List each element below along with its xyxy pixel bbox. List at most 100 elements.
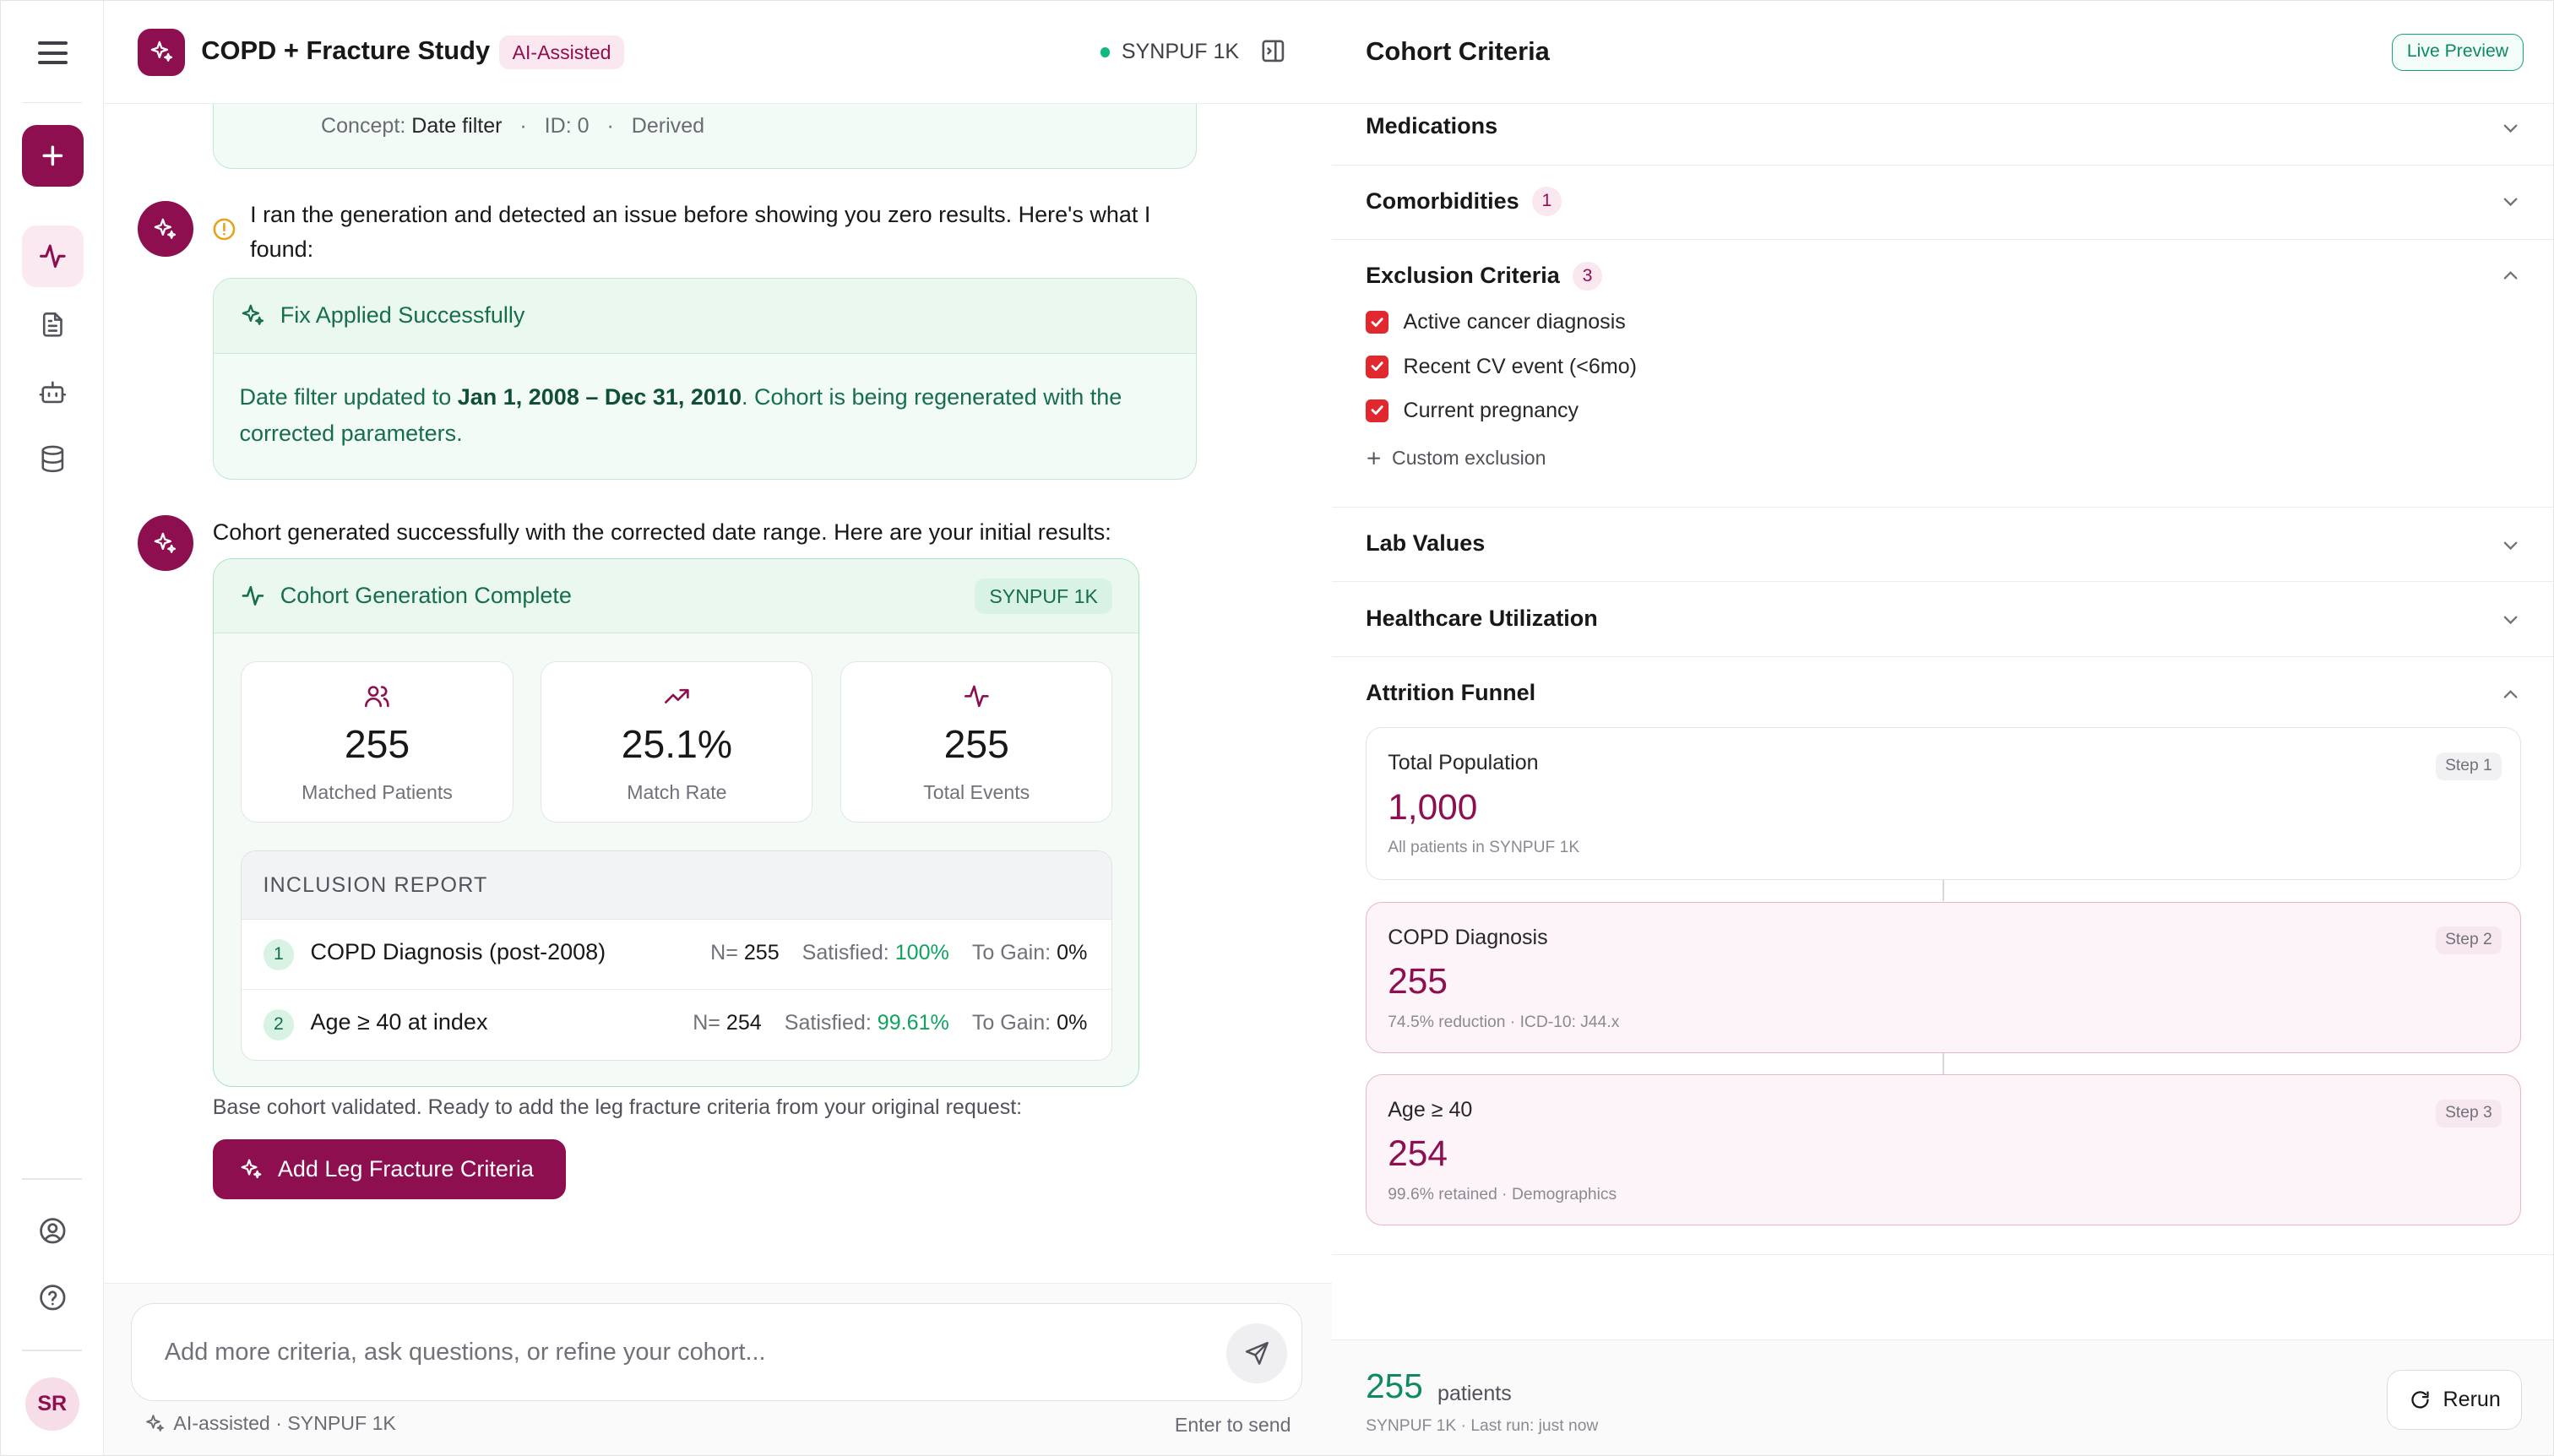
composer-box	[131, 1302, 1302, 1401]
rail-divider	[22, 101, 83, 104]
assistant-avatar	[138, 515, 193, 571]
previous-concept-card: Concept: Date filter · ID: 0 · Derived	[212, 103, 1197, 169]
send-icon	[1245, 1342, 1269, 1366]
dataset-indicator[interactable]: SYNPUF 1K	[1100, 40, 1239, 64]
trending-up-icon	[662, 682, 692, 711]
status-dot	[1100, 47, 1111, 57]
sparkle-icon	[145, 1415, 164, 1432]
last-run-text: SYNPUF 1K · Last run: just now	[1366, 1416, 1599, 1435]
funnel-step[interactable]: Age ≥ 40 254 99.6% retained · Demographi…	[1366, 1073, 2521, 1226]
rerun-label: Rerun	[2443, 1388, 2501, 1412]
section-comorbidities[interactable]: Comorbidities 1	[1331, 166, 2554, 241]
funnel-step[interactable]: COPD Diagnosis 255 74.5% reduction · ICD…	[1366, 901, 2521, 1053]
section-lab-values[interactable]: Lab Values	[1331, 508, 2554, 583]
criterion-name: Age ≥ 40 at index	[310, 1008, 488, 1035]
inclusion-row[interactable]: 1 COPD Diagnosis (post-2008) N= 255 Satis…	[242, 920, 1112, 990]
chevron-down-icon[interactable]	[2501, 192, 2520, 211]
row-number: 1	[263, 938, 295, 970]
chat-input[interactable]	[164, 1333, 1208, 1372]
fix-card-title: Fix Applied Successfully	[280, 302, 525, 329]
composer: AI-assisted · SYNPUF 1K Enter to send	[103, 1282, 1332, 1456]
section-exclusion-criteria: Exclusion Criteria 3 Active cancer diagno…	[1331, 241, 2554, 508]
chevron-down-icon[interactable]	[2501, 118, 2520, 138]
step-label: Age ≥ 40	[1388, 1097, 1473, 1122]
assistant-message: I ran the generation and detected an iss…	[250, 202, 1151, 262]
fix-applied-card: Fix Applied Successfully Date filter upd…	[212, 277, 1197, 480]
rail-item-database[interactable]	[22, 427, 84, 489]
chevron-down-icon[interactable]	[2501, 535, 2520, 555]
exclusion-checkbox[interactable]: Recent CV event (<6mo)	[1366, 355, 1637, 379]
add-leg-fracture-button[interactable]: Add Leg Fracture Criteria	[212, 1139, 567, 1200]
refresh-icon	[2411, 1391, 2429, 1409]
section-title: Medications	[1366, 113, 1498, 139]
new-study-button[interactable]	[22, 124, 84, 187]
stat-caption: Match Rate	[627, 780, 727, 803]
exclusion-checkbox[interactable]: Current pregnancy	[1366, 399, 1579, 423]
rail-item-documents[interactable]	[22, 294, 84, 356]
stat-match-rate: 25.1% Match Rate	[541, 661, 813, 823]
inclusion-row[interactable]: 2 Age ≥ 40 at index N= 254 Satisfied: 99.…	[242, 990, 1111, 1060]
step-badge: Step 2	[2435, 926, 2502, 955]
section-title: Lab Values	[1366, 530, 1486, 556]
avatar[interactable]: SR	[24, 1377, 79, 1432]
rail-item-activity[interactable]	[22, 225, 84, 288]
users-icon	[362, 682, 392, 711]
concept-meta: Concept: Date filter · ID: 0 · Derived	[320, 114, 705, 139]
gen-card-header: Cohort Generation Complete SYNPUF 1K	[213, 558, 1139, 634]
sparkle-logo-icon	[138, 28, 185, 76]
step-badge: Step 1	[2435, 752, 2502, 780]
toggle-panel-icon[interactable]	[1258, 36, 1288, 66]
fix-card-body: Date filter updated to Jan 1, 2008 – Dec…	[239, 384, 1122, 446]
criteria-footer: 255 patients SYNPUF 1K · Last run: just …	[1331, 1339, 2554, 1456]
exclusion-checkbox[interactable]: Active cancer diagnosis	[1366, 310, 1626, 334]
send-button[interactable]	[1226, 1323, 1287, 1384]
page-title: COPD + Fracture Study	[201, 35, 491, 65]
step-badge: Step 3	[2435, 1099, 2502, 1127]
inclusion-report-header: INCLUSION REPORT	[242, 850, 1112, 920]
step-value: 255	[1388, 960, 1448, 1001]
rerun-button[interactable]: Rerun	[2387, 1370, 2523, 1431]
ai-assisted-badge: AI-Assisted	[499, 35, 624, 69]
section-medications[interactable]: Medications	[1331, 104, 2554, 166]
menu-icon[interactable]	[35, 36, 71, 69]
dataset-label: SYNPUF 1K	[1121, 40, 1240, 64]
document-icon	[43, 312, 63, 338]
section-title[interactable]: Exclusion Criteria 3	[1366, 261, 1602, 291]
stat-caption: Total Events	[923, 780, 1030, 803]
section-healthcare-utilization[interactable]: Healthcare Utilization	[1331, 583, 2554, 658]
validated-text: Base cohort validated. Ready to add the …	[212, 1095, 1023, 1120]
criteria-panel: Cohort Criteria Live Preview Medications…	[1331, 1, 2554, 1456]
rail-item-help[interactable]	[22, 1267, 84, 1328]
step-subtext: 74.5% reduction · ICD-10: J44.x	[1388, 1013, 1620, 1031]
stat-caption: Matched Patients	[302, 780, 453, 803]
activity-icon	[40, 245, 66, 269]
funnel-connector	[1942, 880, 1944, 902]
rail-item-assistant[interactable]	[22, 361, 84, 422]
dataset-tag: SYNPUF 1K	[975, 578, 1113, 615]
criterion-name: COPD Diagnosis (post-2008)	[310, 938, 606, 964]
add-custom-exclusion[interactable]: Custom exclusion	[1366, 447, 1546, 470]
live-preview-badge[interactable]: Live Preview	[2391, 33, 2524, 71]
help-icon	[40, 1285, 66, 1311]
sparkle-icon	[241, 1159, 261, 1179]
chevron-down-icon[interactable]	[2501, 610, 2520, 629]
chat-header: COPD + Fracture Study AI-Assisted SYNPUF…	[103, 1, 1332, 104]
left-rail: SR	[1, 1, 104, 1456]
funnel-step[interactable]: Total Population 1,000 All patients in S…	[1366, 727, 2521, 881]
stat-total-events: 255 Total Events	[840, 661, 1113, 823]
stat-value: 255	[344, 721, 410, 766]
chevron-up-icon[interactable]	[2501, 266, 2520, 285]
rail-item-account[interactable]	[22, 1199, 84, 1261]
patient-count: 255	[1366, 1366, 1423, 1406]
stat-matched-patients: 255 Matched Patients	[241, 661, 514, 823]
count-badge: 3	[1573, 261, 1602, 291]
row-number: 2	[263, 1008, 295, 1040]
chevron-up-icon[interactable]	[2501, 685, 2520, 704]
section-attrition-funnel: Attrition Funnel Total Population 1,000 …	[1331, 657, 2554, 1255]
checkbox-checked-icon	[1366, 399, 1389, 422]
panel-title: Cohort Criteria	[1366, 36, 1550, 67]
section-title[interactable]: Attrition Funnel	[1366, 680, 1536, 706]
step-subtext: All patients in SYNPUF 1K	[1388, 839, 1580, 857]
user-circle-icon	[40, 1217, 66, 1244]
